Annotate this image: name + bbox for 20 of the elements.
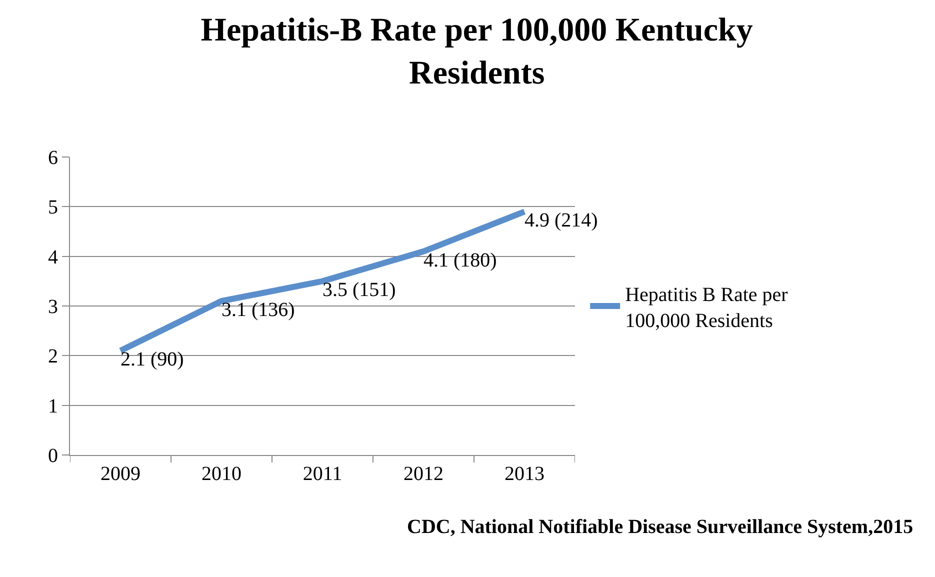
data-label: 4.9 (214) [524, 210, 598, 232]
data-label: 2.1 (90) [120, 348, 184, 371]
x-tick-label: 2013 [504, 463, 544, 485]
x-tick-label: 2009 [100, 463, 140, 485]
x-tick-label: 2010 [202, 463, 242, 485]
y-tick-label: 1 [48, 395, 58, 418]
chart-title: Hepatitis-B Rate per 100,000 Kentucky Residents [200, 12, 754, 92]
y-tick-label: 2 [48, 346, 58, 368]
text: CDC, National Notifiable Disease Surveillance System,2015 [407, 516, 914, 538]
data-label: 4.1 (180) [424, 249, 497, 272]
y-tick-label: 4 [48, 246, 58, 268]
y-tick-label: 5 [48, 196, 58, 219]
y-tick-label: 6 [48, 147, 58, 169]
y-tick-label: 3 [48, 296, 58, 318]
legend-label: Hepatitis B Rate per 100,000 Residents [625, 284, 788, 332]
data-label: 3.5 (151) [322, 279, 396, 302]
y-tick-label: 0 [48, 445, 58, 467]
x-tick-label: 2011 [302, 463, 342, 485]
data-label: 3.1 (136) [222, 299, 295, 322]
x-tick-label: 2012 [404, 463, 444, 485]
